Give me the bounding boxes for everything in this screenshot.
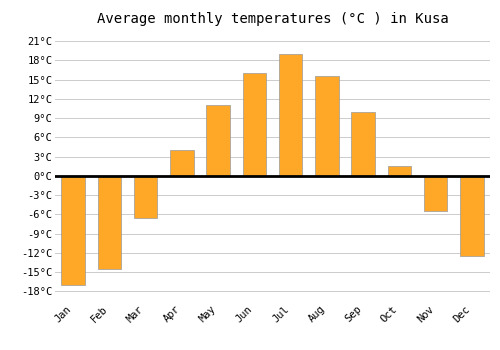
Bar [62,176,85,285]
Bar [206,105,230,176]
Bar [98,176,121,269]
Bar [460,176,483,256]
Bar [388,166,411,176]
Title: Average monthly temperatures (°C ) in Kusa: Average monthly temperatures (°C ) in Ku… [96,12,448,26]
Bar [352,112,375,176]
Bar [424,176,448,211]
Bar [315,76,338,176]
Bar [134,176,158,218]
Bar [170,150,194,176]
Bar [242,73,266,176]
Bar [279,54,302,176]
